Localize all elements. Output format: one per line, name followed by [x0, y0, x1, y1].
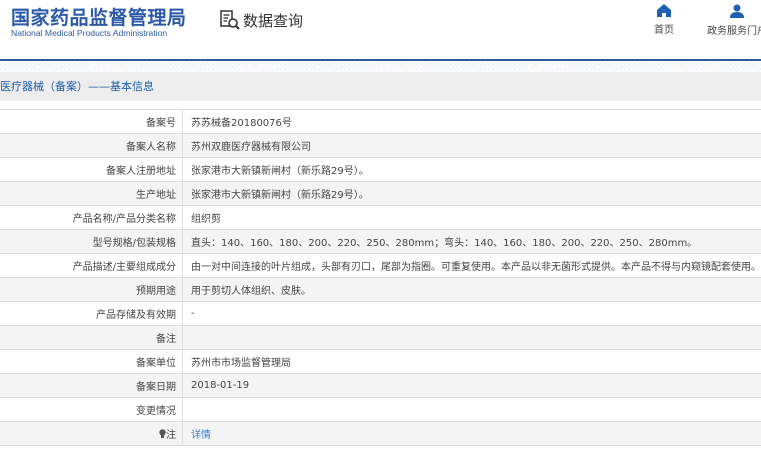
table-row: 型号规格/包装规格 直头：140、160、180、200、220、250、280m…	[0, 229, 761, 254]
details-link[interactable]: 详情	[191, 430, 211, 441]
table-row: 备注	[0, 325, 761, 350]
row-label-text: 注	[166, 430, 176, 441]
row-value-text: 张家港市大新镇新闸村（新乐路29号）。	[191, 166, 369, 177]
row-label-text: 备注	[156, 334, 176, 345]
row-value: 用于剪切人体组织、皮肤。	[182, 277, 761, 302]
row-label-text: 备案日期	[136, 382, 176, 393]
table-row: 备案人名称 苏州双鹿医疗器械有限公司	[0, 133, 761, 158]
nav-gov-service[interactable]: 政务服务门户	[707, 4, 761, 37]
user-icon	[730, 4, 744, 18]
row-value: -	[182, 301, 761, 326]
row-value	[182, 325, 761, 350]
row-label-text: 产品存储及有效期	[96, 310, 176, 321]
row-value-text: 2018-01-19	[191, 380, 250, 391]
table-row: 产品存储及有效期 -	[0, 301, 761, 326]
document-search-icon	[220, 10, 240, 30]
row-label: 预期用途	[0, 277, 183, 302]
row-label-text: 备案人注册地址	[106, 166, 176, 177]
table-row: 生产地址 张家港市大新镇新闸村（新乐路29号）。	[0, 181, 761, 206]
row-value: 直头：140、160、180、200、220、250、280mm；弯头：140、…	[182, 229, 761, 254]
table-row: 产品名称/产品分类名称 组织剪	[0, 205, 761, 230]
table-row: 备案单位 苏州市市场监督管理局	[0, 349, 761, 374]
row-label-text: 产品名称/产品分类名称	[72, 214, 176, 225]
table-row: 备案人注册地址 张家港市大新镇新闸村（新乐路29号）。	[0, 157, 761, 182]
home-icon	[657, 4, 671, 17]
table-row: 预期用途 用于剪切人体组织、皮肤。	[0, 277, 761, 302]
data-query-heading: 数据查询	[219, 9, 303, 31]
header: 国家药品监督管理局 National Medical Products Admi…	[0, 0, 761, 60]
row-value: 苏州双鹿医疗器械有限公司	[182, 133, 761, 158]
table-row: 产品描述/主要组成成分 由一对中间连接的叶片组成，头部有刃口，尾部为指圈。可重复使…	[0, 253, 761, 278]
row-value: 详情	[182, 421, 761, 446]
row-label: 备注	[0, 325, 183, 350]
row-value-text: 直头：140、160、180、200、220、250、280mm；弯头：140、…	[191, 238, 698, 249]
table-row: 备案日期 2018-01-19	[0, 373, 761, 398]
row-label-text: 备案号	[146, 118, 176, 129]
row-value-text: -	[191, 308, 195, 319]
row-label: 备案日期	[0, 373, 183, 398]
section-title: 医疗器械（备案）——基本信息	[0, 72, 761, 101]
row-value-text: 苏州双鹿医疗器械有限公司	[191, 142, 311, 153]
row-value-text: 苏苏械备20180076号	[191, 118, 292, 129]
row-value-text: 由一对中间连接的叶片组成，头部有刃口，尾部为指圈。可重复使用。本产品以非无菌形式…	[191, 262, 761, 273]
row-value-text: 张家港市大新镇新闸村（新乐路29号）。	[191, 190, 369, 201]
nav-home[interactable]: 首页	[654, 4, 674, 36]
row-label-text: 型号规格/包装规格	[92, 238, 176, 249]
logo-subtitle: National Medical Products Administration	[11, 28, 168, 38]
row-label-text: 备案单位	[136, 358, 176, 369]
row-value-text: 组织剪	[191, 214, 221, 225]
table-row: 备案号 苏苏械备20180076号	[0, 109, 761, 134]
nav-home-label: 首页	[654, 25, 674, 36]
row-value	[182, 397, 761, 422]
header-divider	[0, 59, 761, 61]
row-value: 张家港市大新镇新闸村（新乐路29号）。	[182, 181, 761, 206]
row-label: 备案人注册地址	[0, 157, 183, 182]
table-row: 变更情况	[0, 397, 761, 422]
table-row: 注 详情	[0, 421, 761, 446]
row-label: 注	[0, 421, 183, 446]
hatch-strip	[0, 61, 761, 70]
row-label: 备案单位	[0, 349, 183, 374]
row-label: 备案号	[0, 109, 183, 134]
data-query-label: 数据查询	[243, 11, 304, 30]
row-label-text: 备案人名称	[126, 142, 176, 153]
row-label: 备案人名称	[0, 133, 183, 158]
row-label: 变更情况	[0, 397, 183, 422]
row-value: 2018-01-19	[182, 373, 761, 398]
row-value: 张家港市大新镇新闸村（新乐路29号）。	[182, 157, 761, 182]
logo-title[interactable]: 国家药品监督管理局	[11, 7, 187, 29]
row-label: 型号规格/包装规格	[0, 229, 183, 254]
lightbulb-icon	[159, 429, 166, 441]
row-value: 由一对中间连接的叶片组成，头部有刃口，尾部为指圈。可重复使用。本产品以非无菌形式…	[182, 253, 761, 278]
row-label: 产品名称/产品分类名称	[0, 205, 183, 230]
row-value: 苏苏械备20180076号	[182, 109, 761, 134]
info-table: 备案号 苏苏械备20180076号备案人名称 苏州双鹿医疗器械有限公司备案人注册地址…	[0, 109, 761, 446]
row-label-text: 预期用途	[136, 286, 176, 297]
row-label: 产品存储及有效期	[0, 301, 183, 326]
row-label: 产品描述/主要组成成分	[0, 253, 183, 278]
row-label-text: 变更情况	[136, 406, 176, 417]
row-label-text: 产品描述/主要组成成分	[72, 262, 176, 273]
row-value: 苏州市市场监督管理局	[182, 349, 761, 374]
row-value: 组织剪	[182, 205, 761, 230]
row-label-text: 生产地址	[136, 190, 176, 201]
row-label: 生产地址	[0, 181, 183, 206]
row-value-text: 用于剪切人体组织、皮肤。	[191, 286, 311, 297]
nav-gov-service-label: 政务服务门户	[707, 26, 761, 37]
row-value-text: 苏州市市场监督管理局	[191, 358, 291, 369]
